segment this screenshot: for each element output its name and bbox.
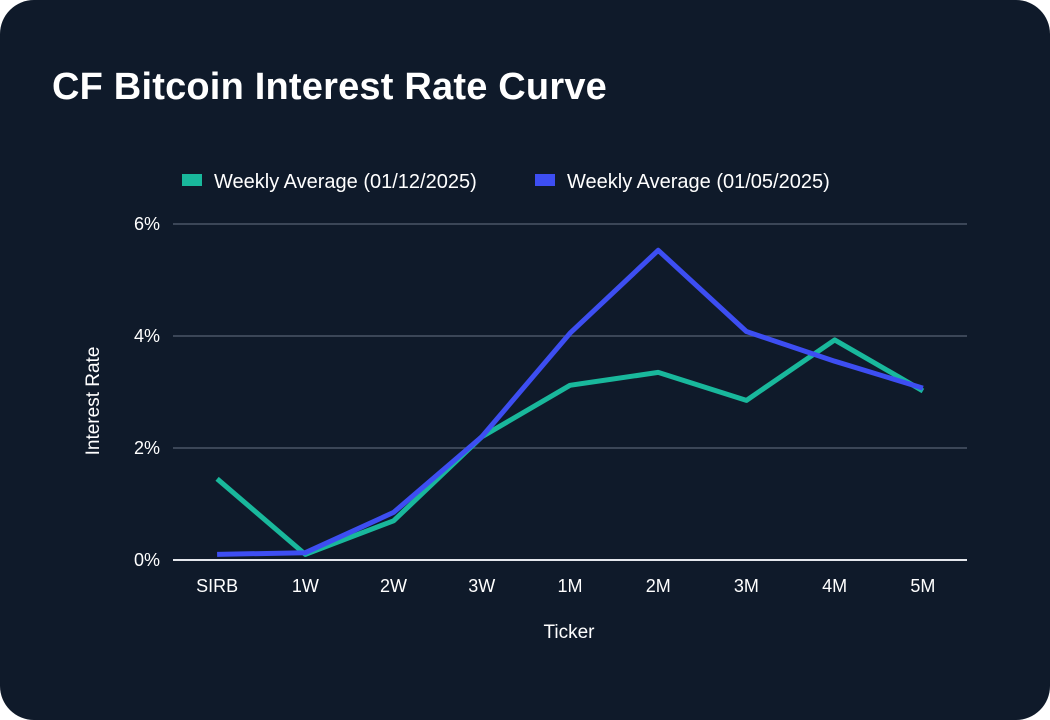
y-axis-ticks: 0% 2% 4% 6% xyxy=(134,214,160,570)
series-line-1 xyxy=(215,337,925,557)
chart-title: CF Bitcoin Interest Rate Curve xyxy=(52,66,607,108)
legend-label-series-2: Weekly Average (01/05/2025) xyxy=(567,171,830,193)
x-tick-label: 1M xyxy=(557,576,582,596)
y-tick-label: 4% xyxy=(134,326,160,346)
x-tick-label: 1W xyxy=(292,576,319,596)
x-tick-label: 3W xyxy=(468,576,495,596)
x-axis-label: Ticker xyxy=(543,622,595,643)
x-tick-label: 2W xyxy=(380,576,407,596)
y-tick-label: 6% xyxy=(134,214,160,234)
legend-swatch-series-1 xyxy=(182,174,202,186)
legend-label-series-1: Weekly Average (01/12/2025) xyxy=(214,171,477,193)
series-line-2 xyxy=(217,247,924,557)
legend: Weekly Average (01/12/2025) Weekly Avera… xyxy=(182,171,830,193)
y-tick-label: 0% xyxy=(134,550,160,570)
x-axis-ticks: SIRB 1W 2W 3W 1M 2M 3M 4M 5M xyxy=(196,576,935,596)
y-axis-label: Interest Rate xyxy=(83,347,104,456)
legend-swatch-series-2 xyxy=(535,174,555,186)
x-tick-label: 3M xyxy=(734,576,759,596)
x-tick-label: SIRB xyxy=(196,576,238,596)
gridlines xyxy=(173,223,967,561)
x-tick-label: 2M xyxy=(646,576,671,596)
x-tick-label: 5M xyxy=(910,576,935,596)
y-tick-label: 2% xyxy=(134,438,160,458)
x-tick-label: 4M xyxy=(822,576,847,596)
series-lines xyxy=(215,247,925,557)
